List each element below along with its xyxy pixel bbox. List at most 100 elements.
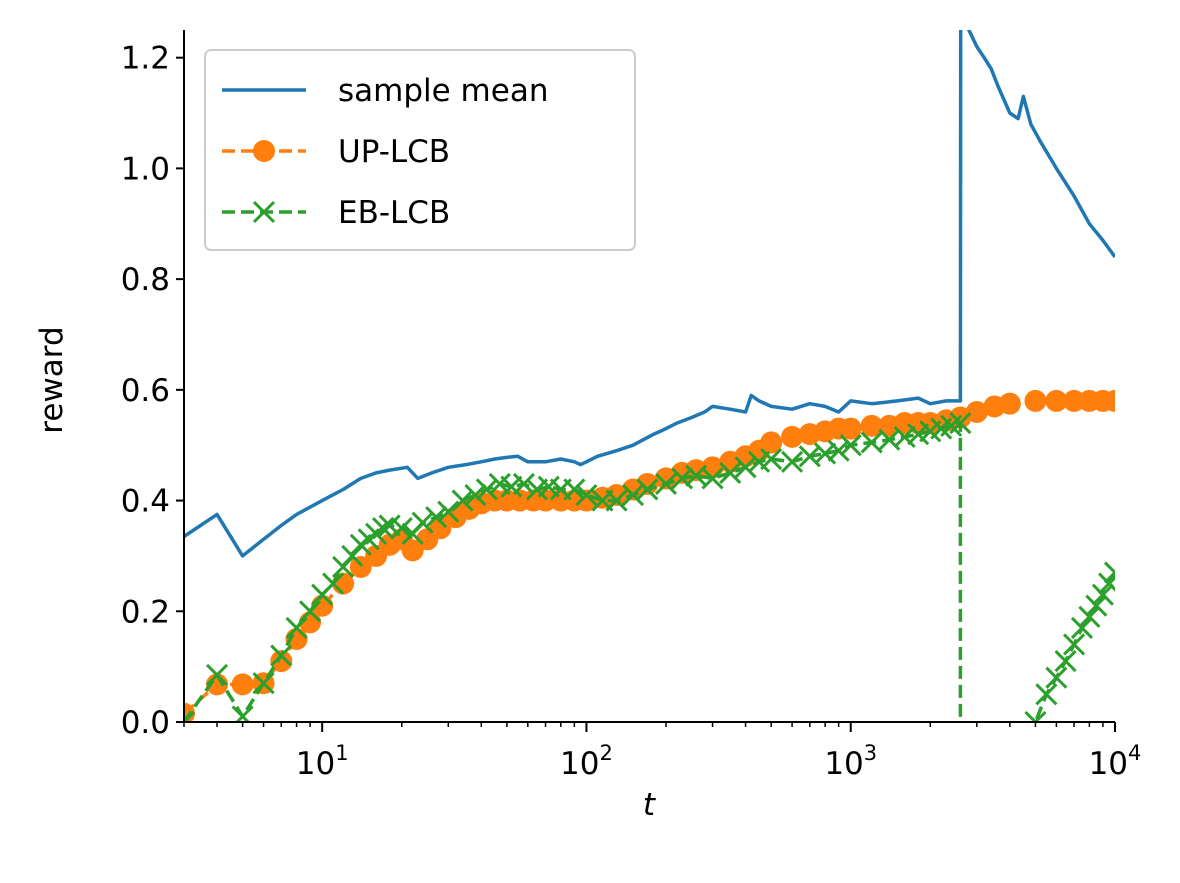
- data-point: [411, 511, 434, 534]
- data-point: [349, 555, 372, 578]
- data-point: [1103, 561, 1115, 584]
- x-tick-label: 104: [1089, 741, 1142, 782]
- series-line: [184, 399, 1115, 716]
- data-point: [1063, 389, 1086, 412]
- data-point: [299, 600, 322, 623]
- y-tick-label: 0.6: [121, 373, 170, 409]
- x-tick-label-exponent: 2: [599, 741, 612, 765]
- data-point: [205, 663, 229, 687]
- data-point: [654, 472, 678, 496]
- legend-item: EB-LCB: [222, 195, 450, 231]
- data-point: [827, 439, 850, 462]
- x-tick-label: 103: [824, 741, 877, 782]
- data-point: [184, 710, 196, 722]
- data-point: [425, 506, 448, 529]
- data-point: [231, 705, 254, 722]
- legend-item: sample mean: [222, 73, 548, 109]
- data-point: [464, 483, 487, 507]
- series-up-lcb: [184, 389, 1115, 722]
- data-point: [1098, 572, 1115, 595]
- legend-marker: [253, 140, 275, 162]
- data-point: [781, 425, 804, 448]
- data-point: [1062, 633, 1086, 656]
- y-tick-label: 1.2: [121, 41, 170, 77]
- legend: sample mean UP-LCB EB-LCB: [204, 49, 636, 251]
- data-point: [965, 400, 988, 423]
- x-tick-label-exponent: 3: [864, 741, 877, 765]
- y-tick-label: 1.0: [121, 151, 170, 187]
- data-point: [1054, 650, 1077, 673]
- data-point: [429, 517, 452, 540]
- data-point: [1035, 683, 1058, 706]
- legend-label: UP-LCB: [338, 134, 450, 170]
- data-point: [512, 472, 535, 496]
- data-point: [252, 672, 275, 695]
- data-point: [1045, 389, 1068, 412]
- y-tick-label: 0.0: [121, 705, 170, 741]
- data-point: [734, 456, 757, 479]
- series-sample-mean: [184, 30, 1115, 558]
- legend-item: UP-LCB: [222, 134, 450, 170]
- series-line: [184, 30, 1115, 558]
- data-point: [760, 447, 783, 471]
- x-tick-label-base: 10: [296, 746, 335, 782]
- data-point: [1045, 666, 1068, 689]
- data-point: [322, 572, 345, 595]
- data-point: [621, 483, 645, 507]
- data-point: [1024, 710, 1047, 722]
- data-point: [231, 673, 254, 696]
- data-point: [760, 431, 783, 454]
- data-point: [860, 431, 883, 454]
- y-tick-label: 0.4: [121, 484, 170, 520]
- data-point: [563, 478, 586, 501]
- data-point: [1091, 583, 1114, 606]
- data-point: [949, 411, 972, 435]
- data-point: [636, 478, 659, 501]
- data-point: [1085, 594, 1108, 617]
- data-point: [701, 467, 724, 490]
- data-point: [998, 392, 1021, 415]
- x-tick-label-exponent: 1: [335, 741, 348, 765]
- axes-layer: [183, 30, 1115, 723]
- x-axis-label: t: [643, 787, 657, 823]
- y-tick-label: 0.8: [121, 262, 170, 298]
- y-axis-label: reward: [34, 326, 70, 433]
- data-point: [839, 417, 862, 440]
- data-point: [451, 489, 474, 512]
- data-point: [860, 414, 883, 437]
- data-point: [1104, 389, 1115, 412]
- x-tick-label: 102: [560, 741, 613, 782]
- legend-label: sample mean: [338, 73, 548, 109]
- data-point: [372, 517, 395, 540]
- data-point: [1070, 616, 1094, 639]
- data-point: [605, 489, 628, 512]
- x-tick-label-exponent: 4: [1128, 741, 1141, 765]
- x-tick-label-base: 10: [1089, 746, 1128, 782]
- legend-marker: [252, 200, 276, 224]
- data-point: [475, 478, 498, 501]
- data-point: [781, 450, 804, 473]
- y-tick-label: 0.2: [121, 594, 170, 630]
- data-point: [839, 434, 862, 457]
- data-point: [575, 483, 598, 507]
- data-point: [719, 461, 742, 484]
- x-tick-label-base: 10: [560, 746, 599, 782]
- data-point: [1078, 605, 1101, 628]
- data-point: [893, 425, 916, 448]
- x-tick-label: 101: [296, 741, 349, 782]
- data-point: [636, 472, 659, 495]
- data-point: [285, 616, 308, 639]
- legend-frame: [204, 49, 636, 251]
- series-layer: [184, 30, 1115, 722]
- data-point: [390, 517, 413, 540]
- series-eb-lcb: [184, 411, 1115, 722]
- data-point: [270, 650, 293, 673]
- legend-label: EB-LCB: [338, 195, 450, 231]
- data-point: [270, 644, 293, 667]
- data-point: [1024, 389, 1047, 412]
- data-point: [814, 442, 837, 465]
- data-point: [437, 500, 460, 523]
- x-tick-label-base: 10: [824, 746, 863, 782]
